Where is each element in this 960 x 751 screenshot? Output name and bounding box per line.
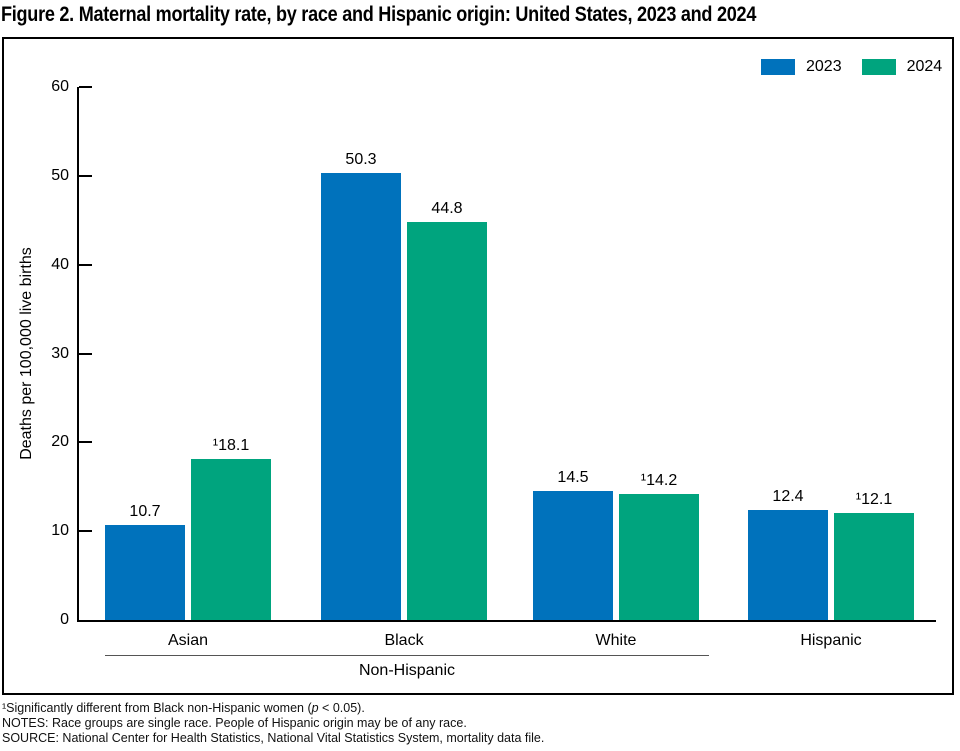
legend-swatch-2024 — [861, 59, 896, 75]
category-label-hispanic: Hispanic — [800, 632, 862, 649]
bar-2024-white — [619, 493, 699, 620]
y-tick-label-10: 10 — [51, 522, 69, 540]
footnote-source: SOURCE: National Center for Health Stati… — [2, 731, 545, 745]
y-tick-label-30: 30 — [51, 344, 69, 362]
bar-label-2024-hispanic: ¹12.1 — [855, 490, 893, 508]
bar-2024-hispanic — [834, 512, 914, 620]
bar-2023-black — [321, 173, 401, 620]
non-hispanic-label: Non-Hispanic — [358, 662, 456, 679]
legend-swatch-2023 — [761, 59, 795, 75]
bar-label-2024-black: 44.8 — [431, 200, 463, 218]
figure-title: Figure 2. Maternal mortality rate, by ra… — [1, 3, 757, 26]
legend-label-2023: 2023 — [806, 58, 842, 75]
y-tick-label-50: 50 — [51, 166, 69, 184]
y-tick-50 — [79, 174, 92, 177]
y-tick-30 — [79, 352, 92, 355]
category-label-white: White — [595, 632, 637, 649]
y-tick-label-40: 40 — [51, 255, 69, 273]
bar-label-2024-asian: ¹18.1 — [212, 437, 250, 455]
bar-label-2024-white: ¹14.2 — [640, 471, 678, 489]
bar-label-2023-black: 50.3 — [345, 151, 377, 169]
footnote-significance-pre: ¹Significantly different from Black non-… — [2, 701, 312, 715]
y-tick-label-20: 20 — [51, 433, 69, 451]
footnote-significance-p: p — [311, 701, 319, 715]
legend-item-2023: 2023 — [761, 58, 842, 76]
y-tick-60 — [79, 86, 92, 88]
y-tick-label-0: 0 — [60, 611, 69, 628]
footnote-significance: ¹Significantly different from Black non-… — [2, 701, 544, 716]
bar-label-2023-asian: 10.7 — [129, 502, 161, 520]
y-tick-10 — [79, 530, 92, 533]
category-label-black: Black — [384, 632, 424, 649]
y-tick-20 — [79, 441, 92, 444]
legend-label-2024: 2024 — [906, 58, 943, 75]
chart-box: 2023 2024 Deaths per 100,000 live births… — [2, 37, 954, 695]
legend: 2023 2024 — [761, 58, 942, 76]
bar-2024-asian — [191, 459, 271, 620]
plot-area: 0 10 20 30 40 50 60 10.7 50.3 14.5 12.4 ¹18.1 44.8 ¹1… — [51, 78, 936, 649]
bar-2024-black — [407, 222, 487, 620]
bar-2023-white — [533, 491, 613, 620]
footnote-significance-post: < 0.05). — [318, 701, 365, 715]
y-tick-40 — [79, 263, 92, 266]
bar-2023-asian — [105, 524, 185, 620]
footnotes: ¹Significantly different from Black non-… — [2, 701, 544, 746]
bar-label-2023-hispanic: 12.4 — [772, 487, 804, 505]
non-hispanic-underline — [105, 655, 709, 656]
category-label-asian: Asian — [167, 632, 209, 649]
bar-2023-hispanic — [748, 509, 828, 620]
footnote-notes: NOTES: Race groups are single race. Peop… — [2, 716, 467, 730]
bar-label-2023-white: 14.5 — [557, 469, 589, 487]
y-tick-label-60: 60 — [51, 78, 69, 95]
legend-item-2024: 2024 — [861, 58, 943, 76]
